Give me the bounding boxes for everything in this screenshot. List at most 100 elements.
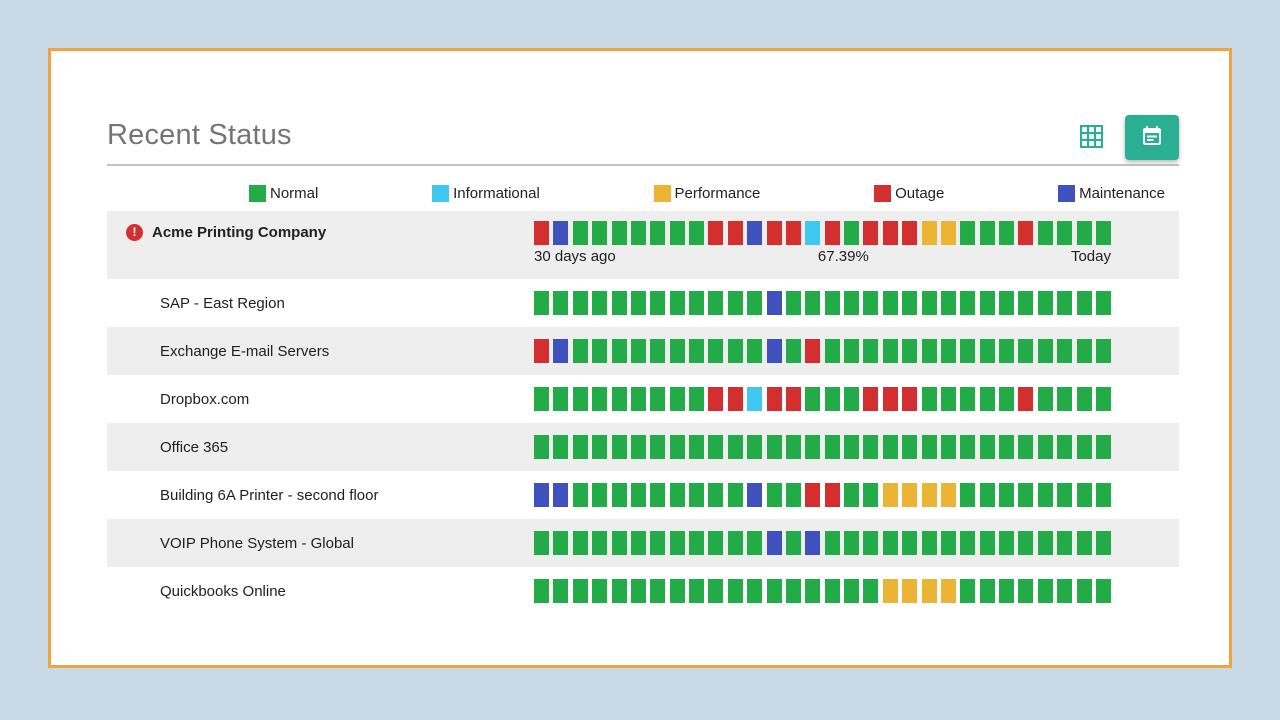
status-row[interactable]: ! Office 365 (107, 423, 1179, 471)
status-square[interactable] (553, 435, 569, 459)
status-square[interactable] (824, 531, 840, 555)
status-square[interactable] (940, 221, 956, 245)
status-square[interactable] (824, 387, 840, 411)
status-square[interactable] (1057, 291, 1073, 315)
status-square[interactable] (553, 531, 569, 555)
status-row[interactable]: ! Dropbox.com (107, 375, 1179, 423)
status-square[interactable] (708, 291, 724, 315)
status-square[interactable] (611, 483, 627, 507)
status-square[interactable] (572, 435, 588, 459)
status-square[interactable] (921, 387, 937, 411)
status-square[interactable] (727, 579, 743, 603)
status-square[interactable] (1095, 221, 1111, 245)
status-square[interactable] (766, 291, 782, 315)
status-square[interactable] (727, 531, 743, 555)
status-square[interactable] (1037, 221, 1053, 245)
status-row[interactable]: ! Building 6A Printer - second floor (107, 471, 1179, 519)
status-square[interactable] (592, 483, 608, 507)
status-square[interactable] (785, 435, 801, 459)
status-square[interactable] (611, 387, 627, 411)
status-square[interactable] (785, 221, 801, 245)
status-square[interactable] (766, 221, 782, 245)
status-square[interactable] (534, 387, 549, 411)
status-square[interactable] (1018, 291, 1034, 315)
status-square[interactable] (844, 387, 859, 411)
status-square[interactable] (979, 387, 995, 411)
status-square[interactable] (1037, 291, 1053, 315)
status-square[interactable] (553, 291, 569, 315)
status-square[interactable] (650, 531, 666, 555)
status-square[interactable] (534, 435, 549, 459)
status-square[interactable] (960, 531, 976, 555)
status-square[interactable] (669, 483, 685, 507)
status-square[interactable] (689, 339, 704, 363)
status-square[interactable] (940, 387, 956, 411)
status-square[interactable] (1095, 339, 1111, 363)
status-square[interactable] (805, 435, 821, 459)
status-square[interactable] (1095, 387, 1111, 411)
status-square[interactable] (1076, 291, 1092, 315)
status-square[interactable] (999, 387, 1014, 411)
status-square[interactable] (689, 483, 704, 507)
status-square[interactable] (630, 339, 646, 363)
status-row[interactable]: ! Quickbooks Online (107, 567, 1179, 615)
status-square[interactable] (747, 291, 763, 315)
status-square[interactable] (805, 291, 821, 315)
status-square[interactable] (747, 339, 763, 363)
status-square[interactable] (1018, 387, 1034, 411)
status-square[interactable] (592, 579, 608, 603)
status-square[interactable] (572, 531, 588, 555)
status-square[interactable] (960, 387, 976, 411)
status-square[interactable] (1037, 339, 1053, 363)
status-square[interactable] (882, 291, 898, 315)
status-square[interactable] (921, 579, 937, 603)
status-square[interactable] (669, 531, 685, 555)
status-square[interactable] (611, 531, 627, 555)
status-square[interactable] (708, 531, 724, 555)
status-square[interactable] (1037, 387, 1053, 411)
status-square[interactable] (921, 435, 937, 459)
status-square[interactable] (863, 483, 879, 507)
status-square[interactable] (921, 531, 937, 555)
status-square[interactable] (824, 435, 840, 459)
status-square[interactable] (1037, 531, 1053, 555)
status-square[interactable] (1037, 579, 1053, 603)
status-square[interactable] (1037, 435, 1053, 459)
status-square[interactable] (882, 339, 898, 363)
status-square[interactable] (921, 221, 937, 245)
status-square[interactable] (805, 339, 821, 363)
status-square[interactable] (611, 339, 627, 363)
status-square[interactable] (979, 483, 995, 507)
status-square[interactable] (630, 387, 646, 411)
status-square[interactable] (766, 435, 782, 459)
status-square[interactable] (844, 291, 859, 315)
status-square[interactable] (979, 579, 995, 603)
status-square[interactable] (940, 291, 956, 315)
status-square[interactable] (805, 387, 821, 411)
status-square[interactable] (902, 339, 918, 363)
status-row[interactable]: ! Acme Printing Company 30 days ago 67.3… (107, 211, 1179, 279)
status-square[interactable] (1057, 579, 1073, 603)
status-square[interactable] (669, 221, 685, 245)
status-square[interactable] (669, 435, 685, 459)
status-square[interactable] (824, 483, 840, 507)
status-square[interactable] (785, 579, 801, 603)
status-square[interactable] (553, 579, 569, 603)
status-square[interactable] (630, 435, 646, 459)
status-square[interactable] (979, 221, 995, 245)
status-square[interactable] (863, 579, 879, 603)
status-square[interactable] (630, 483, 646, 507)
status-square[interactable] (727, 291, 743, 315)
status-square[interactable] (940, 435, 956, 459)
status-row[interactable]: ! VOIP Phone System - Global (107, 519, 1179, 567)
status-square[interactable] (1095, 531, 1111, 555)
status-square[interactable] (766, 339, 782, 363)
status-row[interactable]: ! Exchange E-mail Servers (107, 327, 1179, 375)
status-square[interactable] (669, 387, 685, 411)
status-square[interactable] (844, 435, 859, 459)
status-square[interactable] (1057, 221, 1073, 245)
status-square[interactable] (708, 579, 724, 603)
status-square[interactable] (650, 483, 666, 507)
status-square[interactable] (863, 291, 879, 315)
status-square[interactable] (999, 435, 1014, 459)
